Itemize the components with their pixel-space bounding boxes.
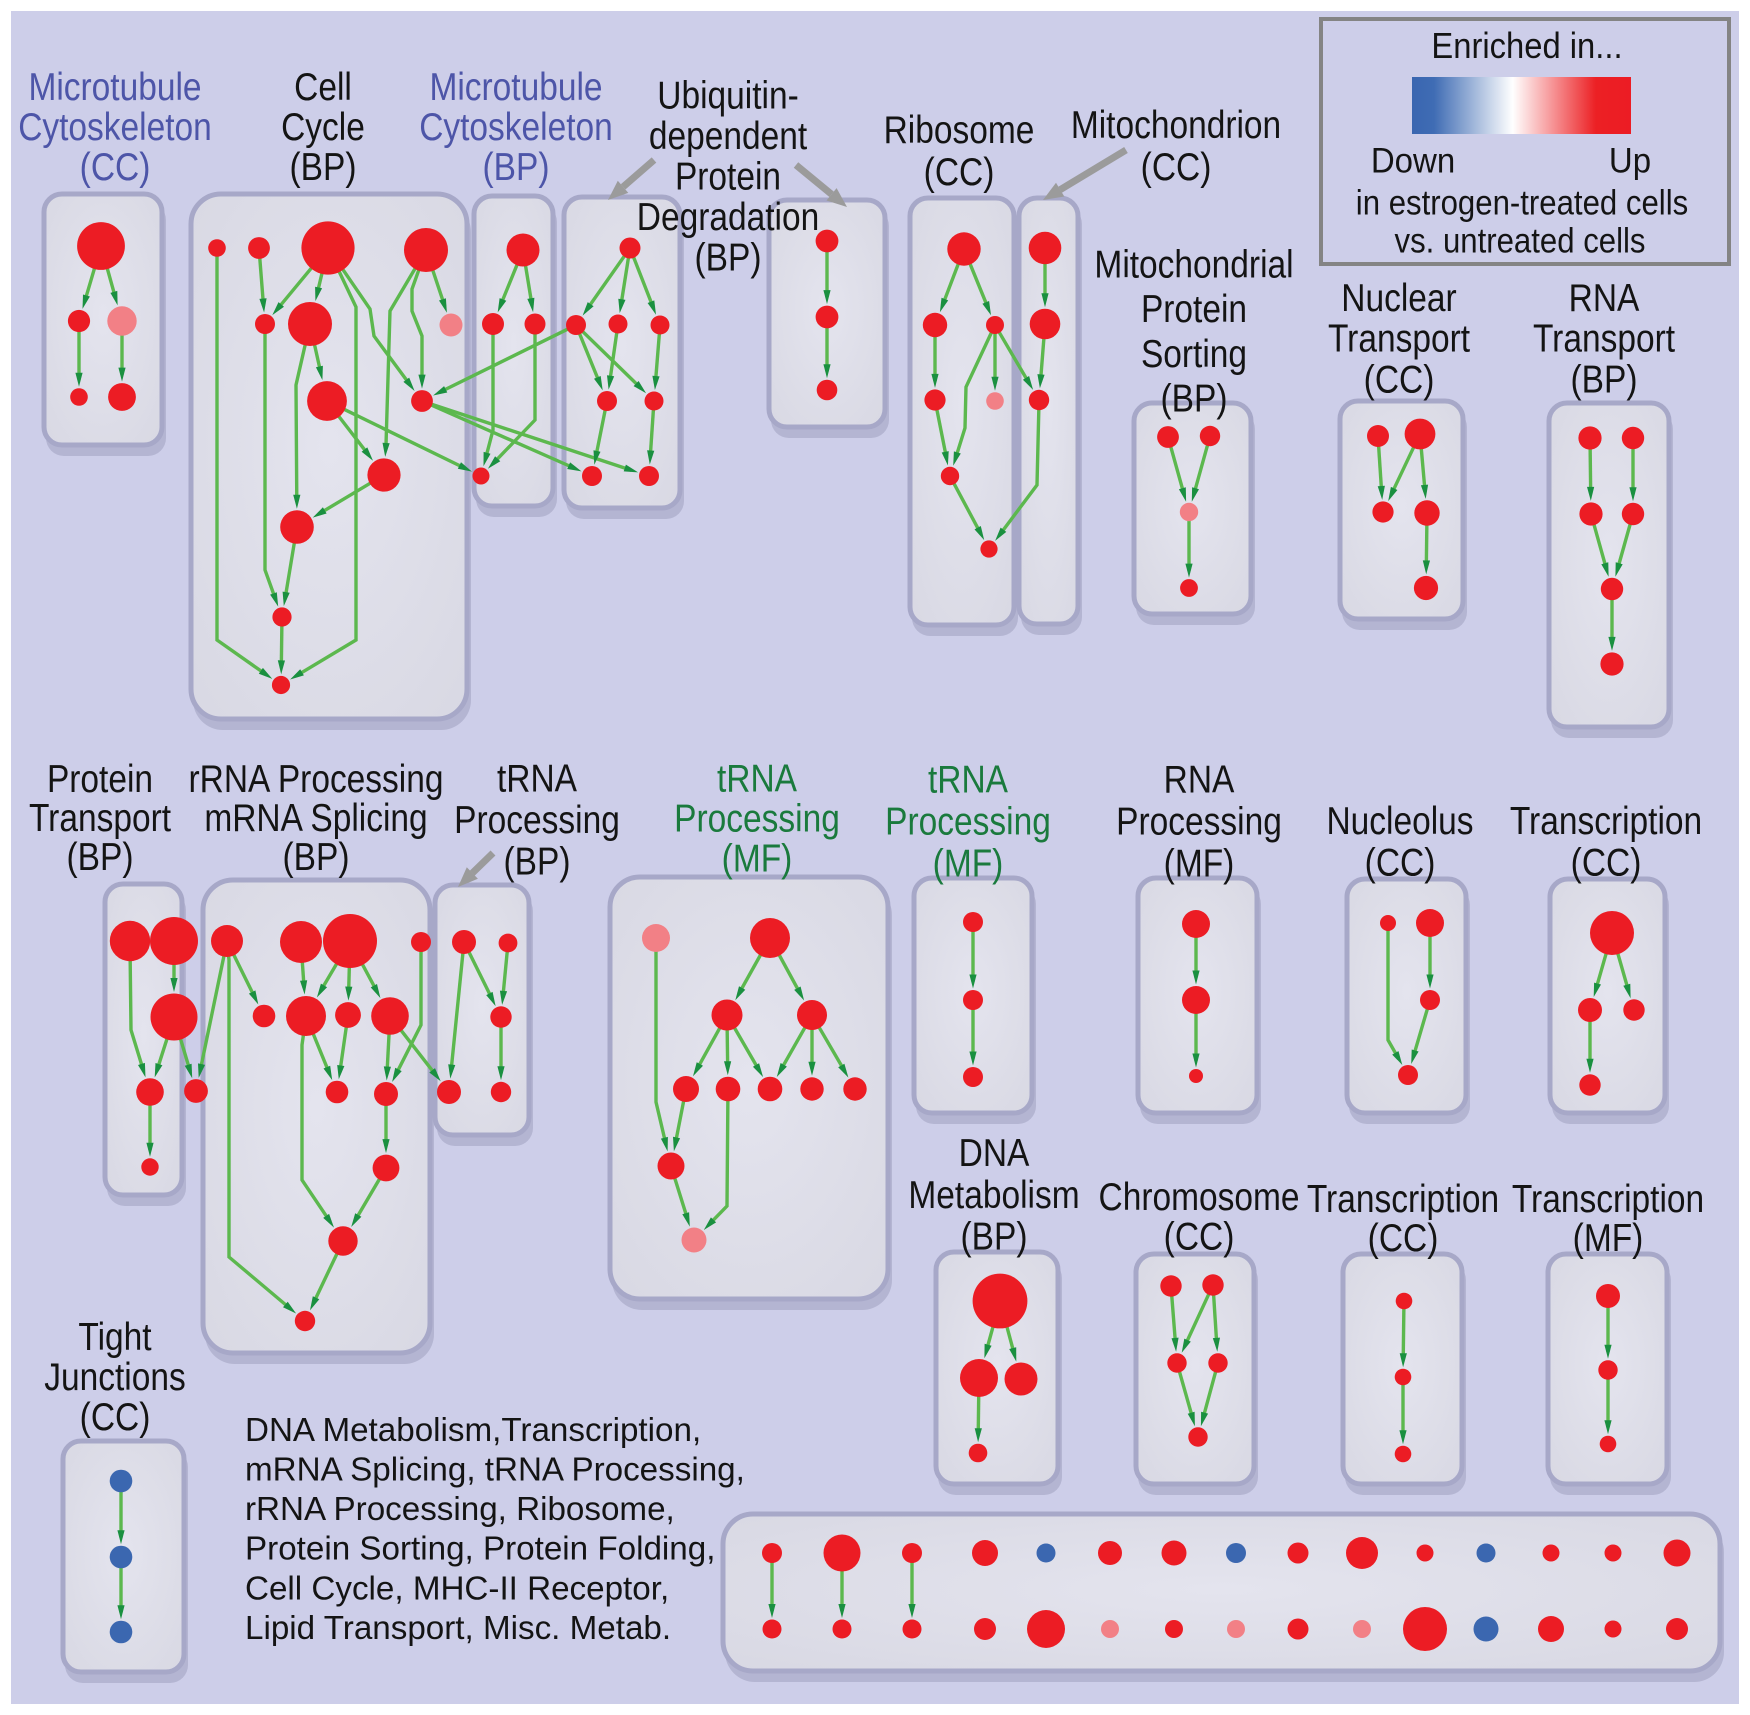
svg-text:Cytoskeleton: Cytoskeleton xyxy=(419,105,613,149)
svg-text:Transcription: Transcription xyxy=(1512,1177,1704,1221)
svg-text:(BP): (BP) xyxy=(504,839,571,883)
svg-text:Down: Down xyxy=(1371,142,1455,181)
svg-text:rRNA Processing, Ribosome,: rRNA Processing, Ribosome, xyxy=(245,1491,675,1528)
svg-text:(CC): (CC) xyxy=(80,145,151,189)
svg-text:DNA Metabolism,Transcription,: DNA Metabolism,Transcription, xyxy=(245,1412,701,1449)
svg-text:(BP): (BP) xyxy=(1161,376,1228,420)
svg-text:Chromosome: Chromosome xyxy=(1098,1175,1299,1219)
svg-text:(CC): (CC) xyxy=(1141,145,1212,189)
svg-text:Mitochondrion: Mitochondrion xyxy=(1071,103,1281,147)
svg-text:(CC): (CC) xyxy=(924,150,995,194)
svg-text:Transcription: Transcription xyxy=(1510,799,1702,843)
svg-text:Transport: Transport xyxy=(1533,316,1675,360)
svg-text:Processing: Processing xyxy=(1116,799,1282,843)
svg-text:Mitochondrial: Mitochondrial xyxy=(1094,242,1293,286)
svg-text:Cell: Cell xyxy=(294,65,352,109)
svg-text:Sorting: Sorting xyxy=(1141,332,1247,376)
svg-text:Protein: Protein xyxy=(47,757,153,801)
svg-text:DNA: DNA xyxy=(959,1131,1030,1175)
svg-text:(CC): (CC) xyxy=(1368,1216,1439,1260)
svg-text:tRNA: tRNA xyxy=(928,757,1008,801)
svg-text:(BP): (BP) xyxy=(283,835,350,879)
svg-text:Processing: Processing xyxy=(674,796,840,840)
svg-text:(MF): (MF) xyxy=(722,836,793,880)
svg-text:Cell Cycle, MHC-II Receptor,: Cell Cycle, MHC-II Receptor, xyxy=(245,1570,669,1607)
svg-text:Protein: Protein xyxy=(1141,287,1247,331)
svg-text:mRNA Splicing, tRNA Processing: mRNA Splicing, tRNA Processing, xyxy=(245,1452,745,1489)
svg-text:Transcription: Transcription xyxy=(1307,1177,1499,1221)
svg-text:(BP): (BP) xyxy=(483,145,550,189)
svg-text:Enriched in...: Enriched in... xyxy=(1431,27,1622,67)
svg-text:(CC): (CC) xyxy=(80,1395,151,1439)
svg-text:Ubiquitin-: Ubiquitin- xyxy=(657,73,798,117)
svg-text:(MF): (MF) xyxy=(1164,841,1235,885)
svg-text:Microtubule: Microtubule xyxy=(429,65,602,109)
svg-text:Cycle: Cycle xyxy=(281,105,365,149)
svg-text:Protein Sorting, Protein Foldi: Protein Sorting, Protein Folding, xyxy=(245,1531,715,1568)
svg-text:Cytoskeleton: Cytoskeleton xyxy=(18,105,212,149)
svg-text:(BP): (BP) xyxy=(1571,357,1638,401)
svg-text:Junctions: Junctions xyxy=(44,1355,185,1399)
svg-text:(CC): (CC) xyxy=(1364,357,1435,401)
svg-text:(BP): (BP) xyxy=(961,1214,1028,1258)
svg-text:tRNA: tRNA xyxy=(497,756,577,800)
svg-text:Microtubule: Microtubule xyxy=(28,65,201,109)
svg-text:mRNA Splicing: mRNA Splicing xyxy=(204,796,427,840)
svg-text:(MF): (MF) xyxy=(933,841,1004,885)
svg-text:RNA: RNA xyxy=(1164,757,1235,801)
svg-text:(CC): (CC) xyxy=(1164,1214,1235,1258)
svg-text:(CC): (CC) xyxy=(1571,840,1642,884)
svg-text:in estrogen-treated cells: in estrogen-treated cells xyxy=(1356,184,1688,223)
svg-text:Processing: Processing xyxy=(885,799,1051,843)
svg-text:(BP): (BP) xyxy=(290,145,357,189)
svg-text:RNA: RNA xyxy=(1569,276,1640,320)
svg-text:Nuclear: Nuclear xyxy=(1341,276,1456,320)
svg-text:Tight: Tight xyxy=(78,1315,151,1359)
svg-text:Up: Up xyxy=(1609,142,1651,181)
svg-text:dependent: dependent xyxy=(649,114,807,158)
svg-text:Processing: Processing xyxy=(454,798,620,842)
svg-text:Nucleolus: Nucleolus xyxy=(1326,799,1473,843)
svg-text:tRNA: tRNA xyxy=(717,756,797,800)
svg-text:Protein: Protein xyxy=(675,154,781,198)
svg-text:rRNA Processing: rRNA Processing xyxy=(189,757,444,801)
svg-text:(MF): (MF) xyxy=(1573,1216,1644,1260)
svg-text:Transport: Transport xyxy=(29,796,171,840)
svg-text:Transport: Transport xyxy=(1328,316,1470,360)
svg-text:Ribosome: Ribosome xyxy=(884,108,1035,152)
svg-text:(BP): (BP) xyxy=(67,835,134,879)
svg-text:(BP): (BP) xyxy=(695,235,762,279)
svg-text:Degradation: Degradation xyxy=(637,195,819,239)
svg-text:vs. untreated cells: vs. untreated cells xyxy=(1394,222,1645,261)
svg-text:(CC): (CC) xyxy=(1365,840,1436,884)
svg-text:Metabolism: Metabolism xyxy=(908,1173,1079,1217)
svg-text:Lipid Transport, Misc. Metab.: Lipid Transport, Misc. Metab. xyxy=(245,1610,671,1647)
